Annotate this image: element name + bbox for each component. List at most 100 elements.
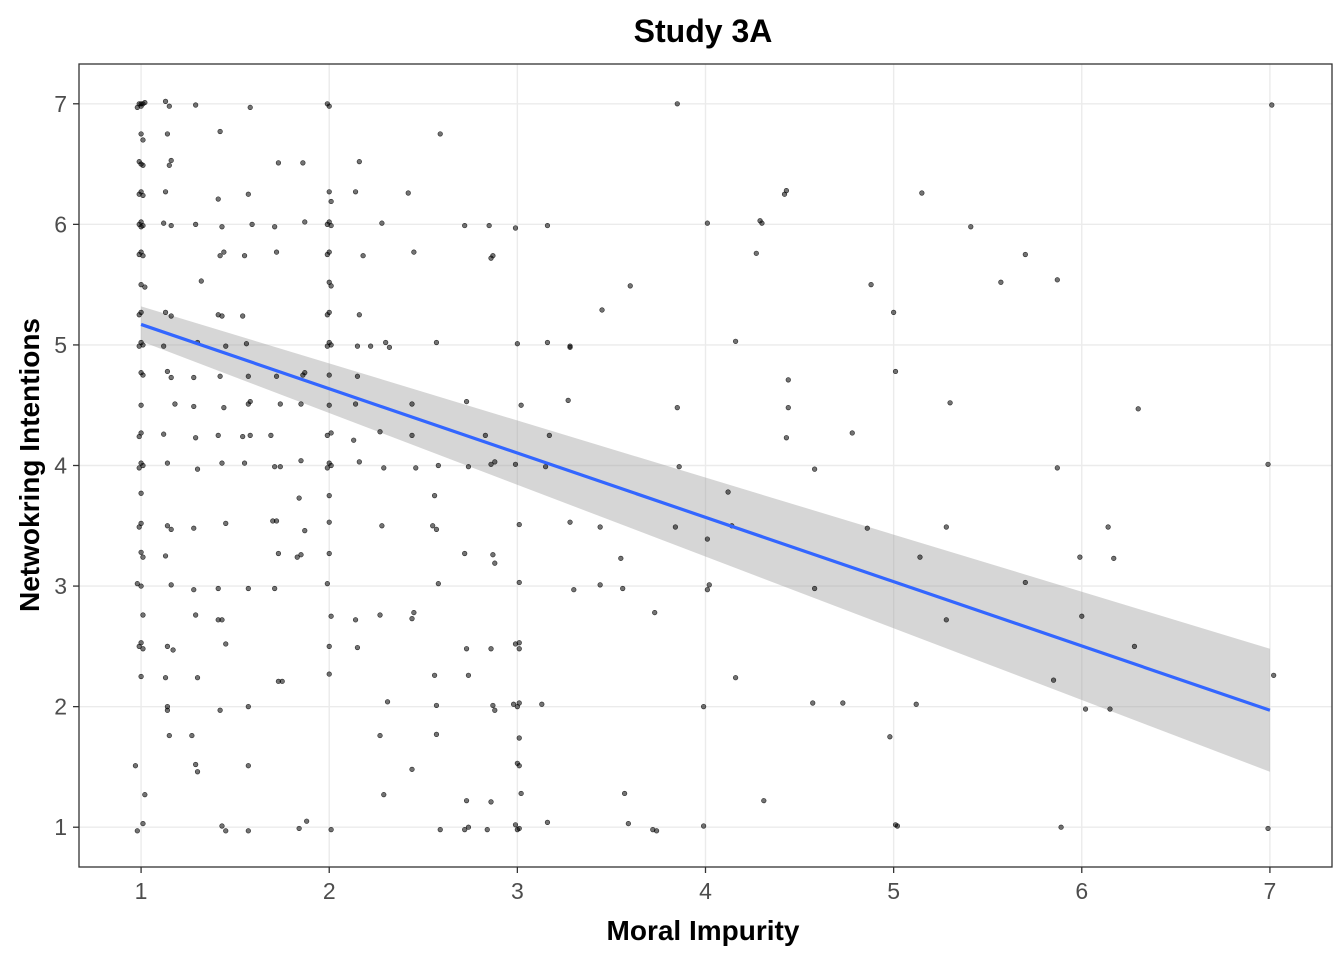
data-point — [219, 460, 225, 466]
data-point — [140, 646, 146, 652]
data-point — [356, 159, 362, 165]
data-point — [512, 461, 519, 467]
data-point — [411, 609, 417, 616]
data-point — [488, 255, 494, 261]
x-tick-label: 7 — [1264, 878, 1277, 904]
data-point — [518, 402, 524, 408]
data-point — [168, 374, 174, 381]
data-point — [326, 550, 332, 557]
data-point — [383, 339, 389, 346]
data-point — [198, 278, 204, 284]
x-tick-label: 3 — [511, 878, 524, 904]
data-point — [510, 701, 517, 707]
data-point — [465, 464, 472, 470]
data-point — [164, 131, 171, 137]
data-point — [1265, 825, 1271, 832]
data-point — [463, 646, 470, 652]
data-point — [360, 253, 366, 259]
data-point — [302, 370, 308, 376]
data-point — [136, 433, 142, 440]
data-point — [894, 823, 901, 829]
data-point — [138, 282, 144, 288]
data-point — [433, 339, 440, 346]
data-point — [597, 524, 603, 530]
data-point — [328, 198, 334, 205]
data-point — [324, 312, 330, 318]
data-point — [413, 465, 419, 471]
data-point — [913, 701, 919, 707]
data-point — [567, 344, 573, 350]
data-point — [324, 101, 330, 107]
data-point — [733, 338, 739, 344]
data-point — [193, 612, 199, 618]
data-point — [379, 220, 385, 226]
data-point — [189, 732, 195, 739]
data-point — [136, 524, 142, 530]
data-point — [217, 128, 223, 135]
data-point — [725, 489, 731, 495]
data-point — [1265, 461, 1271, 467]
data-point — [136, 465, 142, 471]
data-point — [377, 612, 383, 618]
data-point — [324, 465, 330, 471]
data-point — [1271, 672, 1277, 678]
data-point — [132, 763, 139, 769]
data-point — [194, 675, 201, 681]
data-point — [462, 222, 468, 229]
data-point — [463, 398, 470, 405]
data-point — [166, 162, 172, 168]
data-point — [136, 343, 142, 349]
x-tick-label: 5 — [887, 878, 900, 904]
data-point — [409, 432, 415, 438]
data-point — [298, 458, 304, 464]
data-point — [219, 224, 225, 230]
data-point — [245, 191, 251, 197]
data-point — [134, 104, 140, 111]
data-point — [377, 732, 383, 739]
data-point — [168, 157, 174, 164]
data-point — [328, 613, 334, 619]
data-point — [998, 279, 1004, 285]
y-tick-label: 6 — [54, 211, 67, 237]
data-point — [249, 221, 255, 227]
data-point — [674, 101, 680, 107]
data-point — [138, 549, 144, 555]
data-point — [215, 585, 221, 592]
data-point — [277, 401, 283, 407]
data-point — [377, 429, 383, 435]
data-point — [706, 582, 712, 588]
data-point — [891, 309, 897, 315]
data-point — [168, 582, 174, 588]
y-tick-label: 5 — [54, 332, 67, 358]
data-point — [354, 373, 361, 379]
data-point — [142, 99, 148, 106]
data-point — [300, 160, 306, 166]
data-point — [625, 820, 631, 827]
data-point — [138, 583, 144, 589]
data-point — [296, 495, 302, 501]
data-point — [785, 377, 791, 383]
data-point — [704, 536, 710, 542]
data-point — [161, 220, 167, 226]
data-point — [356, 459, 362, 465]
data-point — [296, 825, 302, 832]
data-point — [268, 432, 274, 438]
data-point — [168, 222, 174, 229]
data-point — [1269, 102, 1275, 108]
data-point — [516, 579, 522, 586]
data-point — [437, 131, 443, 137]
data-point — [544, 819, 551, 825]
data-point — [968, 224, 974, 230]
x-tick-label: 1 — [135, 878, 148, 904]
data-point — [1022, 579, 1028, 586]
data-point — [351, 437, 357, 443]
data-point — [437, 827, 443, 833]
data-points — [132, 98, 1277, 834]
data-point — [223, 641, 229, 647]
data-point — [191, 403, 197, 410]
data-point — [1082, 706, 1089, 712]
data-point — [161, 431, 167, 437]
data-point — [433, 702, 440, 709]
data-point — [486, 222, 492, 229]
data-point — [840, 700, 846, 706]
